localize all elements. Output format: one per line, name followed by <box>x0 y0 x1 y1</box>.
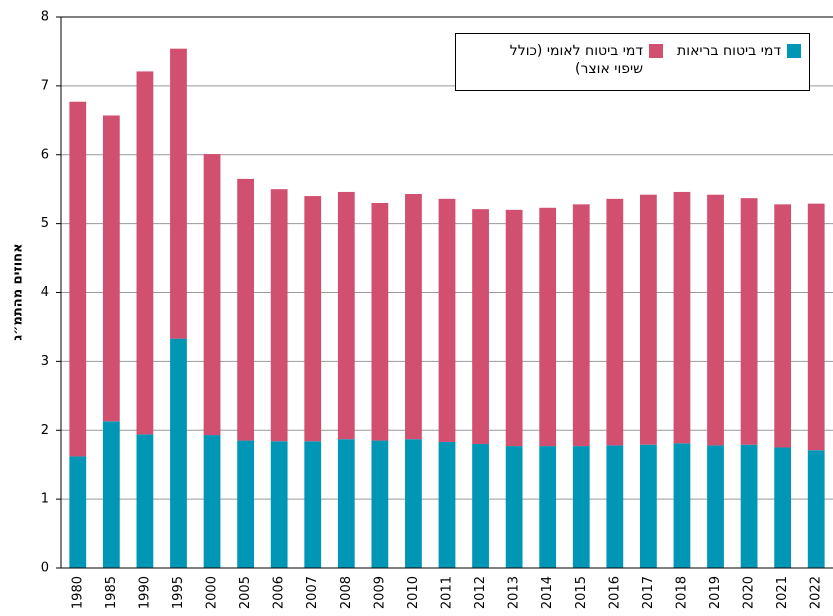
x-tick-label: 2011 <box>440 576 455 609</box>
bar-segment <box>505 209 523 447</box>
x-tick-label: 2015 <box>574 576 589 609</box>
bar-segment <box>539 446 557 568</box>
bar-segment <box>572 446 590 568</box>
y-tick-label: 5 <box>41 216 49 231</box>
y-tick-label: 0 <box>41 561 49 576</box>
bar-segment <box>371 440 389 568</box>
bar-segment <box>371 202 389 441</box>
bar-segment <box>102 115 120 422</box>
bar-segment <box>405 194 422 440</box>
legend-item: דמי ביטוח בריאות <box>677 42 801 82</box>
x-tick-label: 2020 <box>742 576 757 609</box>
x-tick-label: 2021 <box>775 576 790 609</box>
bar-segment <box>673 191 691 444</box>
x-tick-label: 1980 <box>70 576 85 609</box>
y-axis-label: אחוזים מהתמ״ג <box>11 243 26 340</box>
bar-segment <box>572 204 590 447</box>
x-tick-label: 2018 <box>674 576 689 609</box>
bar-segment <box>102 421 120 568</box>
bar-segment <box>472 209 489 445</box>
x-tick-label: 2019 <box>708 576 723 609</box>
bar-segment <box>203 435 221 568</box>
bar-segment <box>304 196 322 442</box>
bar-segment <box>304 441 322 568</box>
y-tick-label: 2 <box>41 423 49 438</box>
bar-segment <box>136 434 154 568</box>
bar-segment <box>774 447 792 568</box>
bar-segment <box>337 191 355 440</box>
legend-swatch <box>787 44 801 58</box>
y-tick-label: 8 <box>41 10 49 25</box>
legend-swatch <box>649 44 664 58</box>
bar-segment <box>170 338 187 568</box>
y-tick-label: 6 <box>41 147 49 162</box>
bar-segment <box>438 198 456 442</box>
bar-segment <box>740 444 758 568</box>
x-tick-label: 2022 <box>809 576 824 609</box>
x-tick-label: 1985 <box>104 576 119 609</box>
bar-segment <box>472 444 489 568</box>
bar-segment <box>237 440 254 568</box>
bar-segment <box>707 194 724 446</box>
legend-label: דמי ביטוח לאומי (כולל שיפוי אוצר) <box>509 43 644 77</box>
y-tick-label: 1 <box>41 492 49 507</box>
y-tick-label: 3 <box>41 354 49 369</box>
y-tick-label: 7 <box>41 78 49 93</box>
bar-segment <box>807 203 825 451</box>
bar-segment <box>774 204 792 448</box>
x-tick-label: 2005 <box>238 576 253 609</box>
bar-segment <box>807 450 825 568</box>
bar-segment <box>673 443 691 568</box>
x-tick-label: 2017 <box>641 576 656 609</box>
bar-segment <box>69 101 87 457</box>
bar-segment <box>270 441 288 568</box>
bar-segment <box>707 445 724 568</box>
bar-segment <box>405 439 422 568</box>
x-tick-label: 2013 <box>507 576 522 609</box>
x-tick-label: 1990 <box>137 576 152 609</box>
x-tick-label: 2008 <box>339 576 354 609</box>
bar-segment <box>270 189 288 442</box>
bar-segment <box>438 441 456 568</box>
x-tick-label: 2012 <box>473 576 488 609</box>
y-tick-label: 4 <box>41 285 49 300</box>
bar-segment <box>606 445 624 568</box>
x-tick-label: 1995 <box>171 576 186 609</box>
bar-segment <box>237 178 254 441</box>
bar-segment <box>606 198 624 446</box>
x-tick-label: 2010 <box>406 576 421 609</box>
bar-segment <box>640 194 657 445</box>
x-tick-label: 2007 <box>305 576 320 609</box>
x-tick-label: 2006 <box>272 576 287 609</box>
x-tick-label: 2014 <box>540 576 555 609</box>
legend-label: דמי ביטוח בריאות <box>677 43 781 59</box>
bar-segment <box>740 198 758 445</box>
bar-segment <box>337 439 355 568</box>
x-tick-label: 2016 <box>607 576 622 609</box>
legend: דמי ביטוח בריאות דמי ביטוח לאומי (כולל שי… <box>455 33 810 91</box>
bar-segment <box>505 446 523 568</box>
x-tick-label: 2000 <box>205 576 220 609</box>
legend-item: דמי ביטוח לאומי (כולל שיפוי אוצר) <box>493 42 664 82</box>
bar-segment <box>640 444 657 568</box>
bar-segment <box>69 456 87 568</box>
x-tick-label: 2009 <box>372 576 387 609</box>
bar-segment <box>136 71 154 435</box>
bar-segment <box>170 48 187 339</box>
bar-segment <box>539 207 557 447</box>
bar-segment <box>203 154 221 436</box>
